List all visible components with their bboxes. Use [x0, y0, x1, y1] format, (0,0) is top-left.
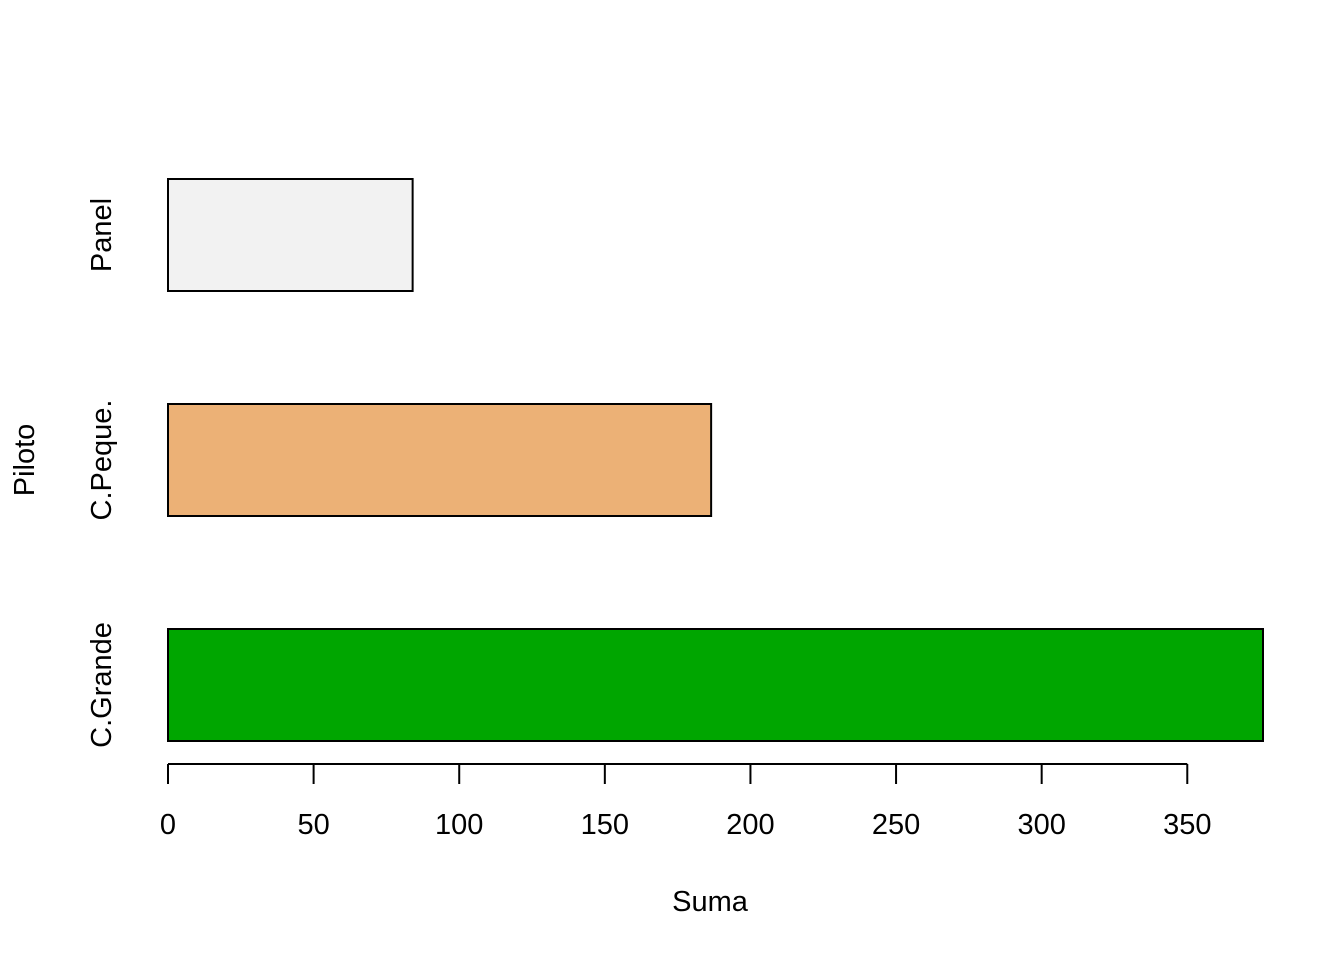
bar-c-grande [167, 628, 1264, 742]
x-tick-label: 50 [297, 809, 329, 841]
x-tick-label: 200 [726, 809, 774, 841]
x-tick-label: 350 [1163, 809, 1211, 841]
x-tick-label: 150 [581, 809, 629, 841]
x-tick-label: 100 [435, 809, 483, 841]
bars-group [167, 178, 1264, 742]
x-tick-label: 0 [160, 809, 176, 841]
bar-panel [167, 178, 414, 292]
x-axis: 0 50 100 150 200 250 300 350 [160, 763, 1211, 841]
category-label: C.Grande [86, 622, 118, 748]
category-labels: C.Grande C.Peque. Panel [86, 198, 118, 748]
x-tick-label: 250 [872, 809, 920, 841]
y-axis-title: Piloto [9, 424, 41, 497]
x-tick-label: 300 [1017, 809, 1065, 841]
category-label: Panel [86, 198, 118, 272]
bar-c-peque [167, 403, 713, 517]
x-axis-title: Suma [672, 886, 749, 918]
category-label: C.Peque. [86, 400, 118, 521]
